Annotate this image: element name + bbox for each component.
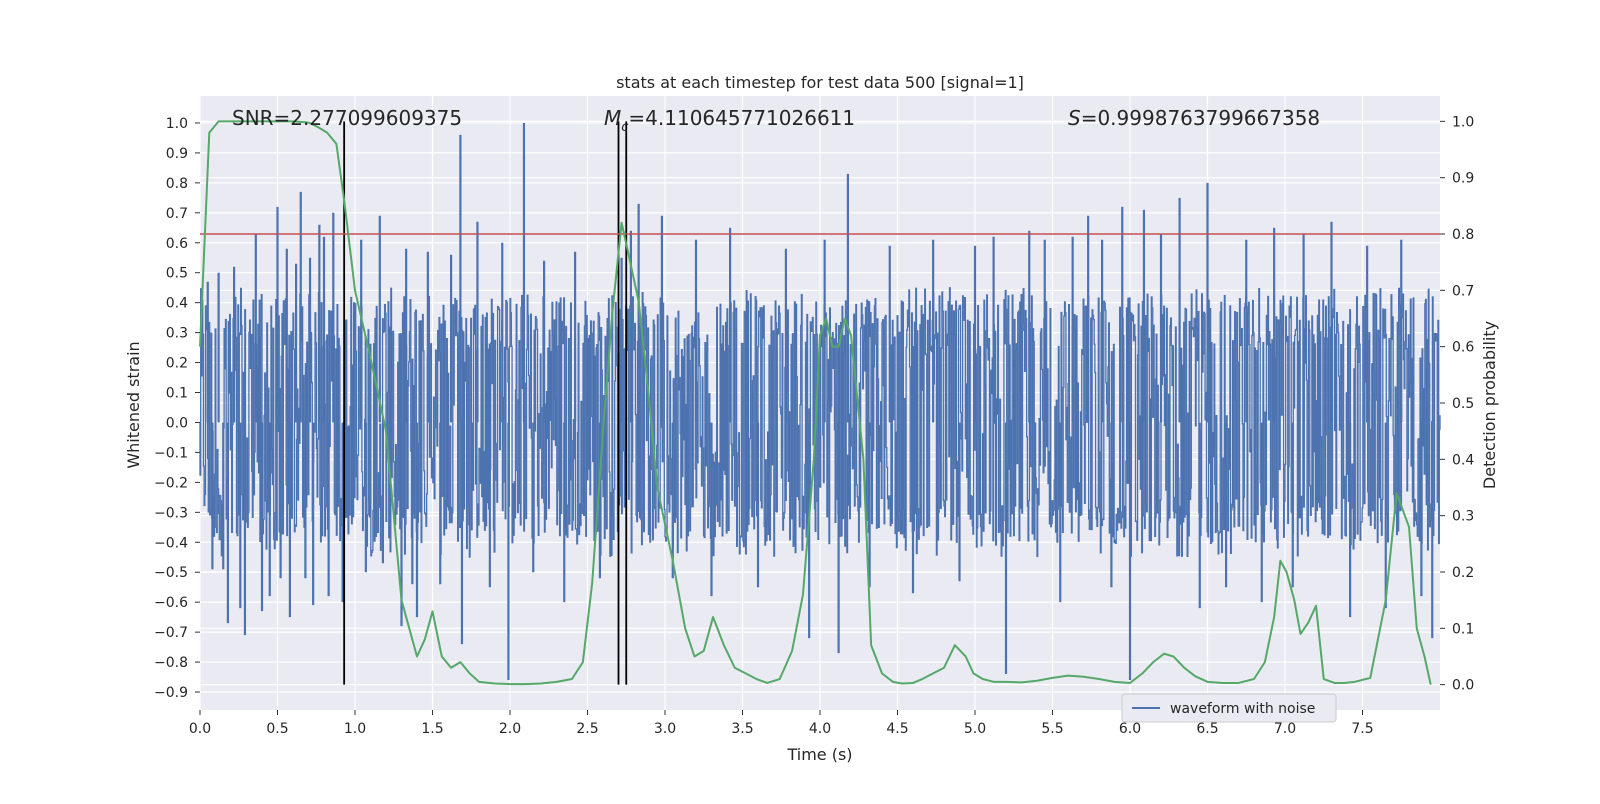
probability-line xyxy=(199,120,1432,686)
y-tick-label-left: 0.2 xyxy=(166,356,188,372)
y-tick-label-left: −0.8 xyxy=(154,655,188,671)
legend-label-waveform: waveform with noise xyxy=(1170,701,1315,717)
y-tick-label-left: 0.8 xyxy=(166,176,188,192)
mc-value: =4.110645771026611 xyxy=(628,106,855,130)
x-tick-label: 5.0 xyxy=(964,721,986,737)
y-tick-label-left: 0.7 xyxy=(166,206,188,222)
x-tick-label: 3.0 xyxy=(654,721,676,737)
x-tick-label: 1.0 xyxy=(344,721,366,737)
y-axis-label-left: Whitened strain xyxy=(124,341,143,468)
y-tick-label-right: 0.5 xyxy=(1452,396,1474,412)
mc-annotation: Mc=4.110645771026611 xyxy=(604,106,855,135)
y-tick-label-left: 0.4 xyxy=(166,296,188,312)
x-tick-label: 2.0 xyxy=(499,721,521,737)
y-tick-label-left: 0.0 xyxy=(166,415,188,431)
chart-title: stats at each timestep for test data 500… xyxy=(616,73,1024,92)
legend-box xyxy=(1121,693,1337,723)
s-value: =0.9998763799667358 xyxy=(1081,106,1320,130)
y-tick-label-right: 0.6 xyxy=(1452,340,1474,356)
x-tick-label: 5.5 xyxy=(1041,721,1063,737)
y-tick-label-right: 0.1 xyxy=(1452,621,1474,637)
y-tick-label-left: −0.9 xyxy=(154,685,188,701)
y-tick-label-left: −0.3 xyxy=(154,505,188,521)
x-tick-label: 0.5 xyxy=(266,721,288,737)
x-tick-label: 3.5 xyxy=(731,721,753,737)
y-tick-label-left: 0.6 xyxy=(166,236,188,252)
x-tick-label: 4.0 xyxy=(809,721,831,737)
y-tick-label-left: −0.5 xyxy=(154,565,188,581)
y-tick-label-left: 0.9 xyxy=(166,146,188,162)
y-tick-label-right: 0.0 xyxy=(1452,678,1474,694)
y-tick-label-left: 0.3 xyxy=(166,326,188,342)
y-tick-label-right: 0.9 xyxy=(1452,171,1474,187)
x-tick-label: 7.0 xyxy=(1274,721,1296,737)
s-symbol: S xyxy=(1068,106,1081,130)
y-tick-label-right: 0.7 xyxy=(1452,283,1474,299)
x-tick-label: 4.5 xyxy=(886,721,908,737)
mc-symbol: M xyxy=(604,106,621,130)
y-tick-label-left: −0.7 xyxy=(154,625,188,641)
waveform-series xyxy=(199,122,1441,681)
y-axis-label-right: Detection probability xyxy=(1480,321,1499,489)
y-tick-label-left: 0.5 xyxy=(166,266,188,282)
y-tick-label-left: 1.0 xyxy=(166,116,188,132)
y-tick-label-left: −0.4 xyxy=(154,535,188,551)
mc-subscript: c xyxy=(621,120,628,135)
x-axis-label: Time (s) xyxy=(786,745,852,764)
axes: 0.0 0.5 1.0 1.5 2.0 2.5 3.0 3.5 4.0 4.5 5.0 5.5 6.0 6… xyxy=(154,114,1474,737)
y-tick-label-right: 0.3 xyxy=(1452,509,1474,525)
y-tick-label-right: 1.0 xyxy=(1452,114,1474,130)
x-tick-label: 7.5 xyxy=(1351,721,1373,737)
x-tick-label: 2.5 xyxy=(576,721,598,737)
y-tick-label-left: −0.6 xyxy=(154,595,188,611)
s-annotation: S=0.9998763799667358 xyxy=(1068,106,1320,130)
snr-annotation: SNR=2.277099609375 xyxy=(232,106,462,130)
y-tick-label-right: 0.2 xyxy=(1452,565,1474,581)
y-tick-label-left: −0.1 xyxy=(154,445,188,461)
vertical-markers xyxy=(343,121,628,685)
y-tick-label-left: −0.2 xyxy=(154,475,188,491)
x-tick-label: 6.0 xyxy=(1119,721,1141,737)
x-tick-label: 1.5 xyxy=(421,721,443,737)
x-tick-label: 6.5 xyxy=(1196,721,1218,737)
probability-series xyxy=(199,120,1432,686)
y-tick-label-left: 0.1 xyxy=(166,386,188,402)
y-tick-label-right: 0.8 xyxy=(1452,227,1474,243)
x-tick-label: 0.0 xyxy=(189,721,211,737)
y-tick-label-right: 0.4 xyxy=(1452,452,1474,468)
legend: waveform with noise xyxy=(1121,693,1337,723)
